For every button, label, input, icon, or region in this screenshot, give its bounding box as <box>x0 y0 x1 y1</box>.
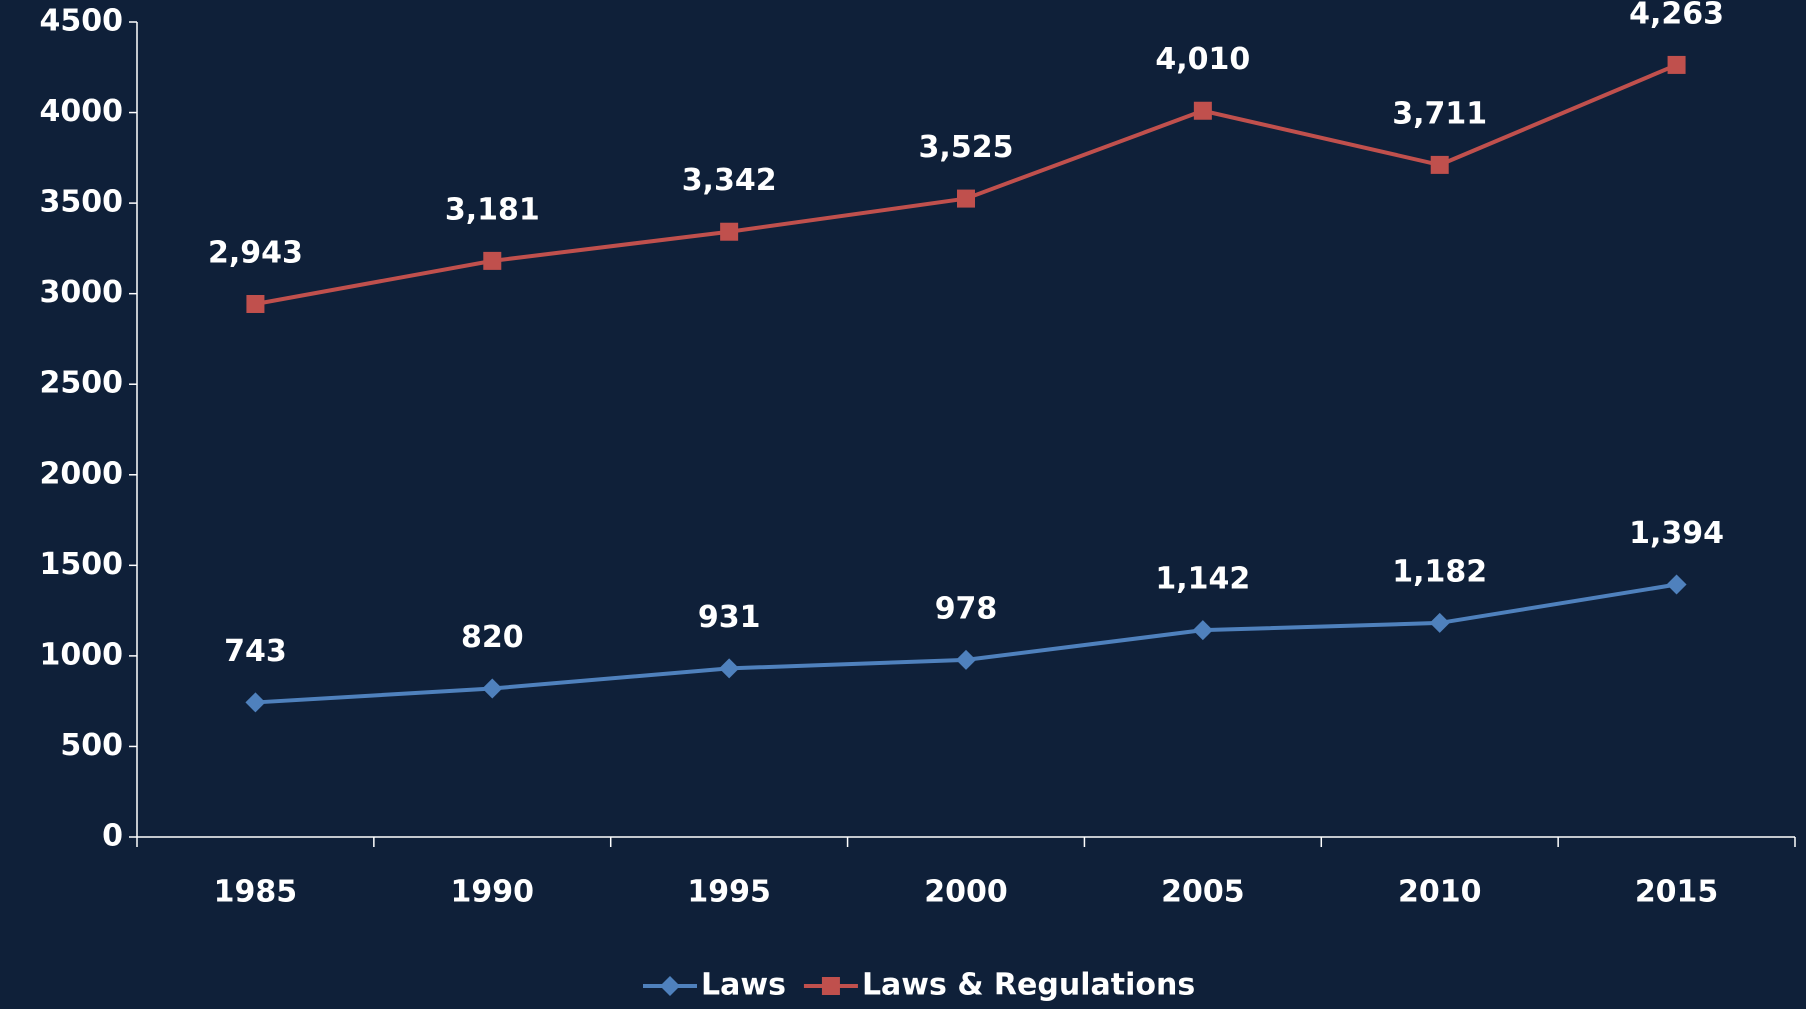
legend-label: Laws & Regulations <box>862 968 1195 1003</box>
x-tick-label: 1990 <box>451 875 535 910</box>
data-point <box>483 251 502 270</box>
data-label: 1,182 <box>1392 554 1487 589</box>
data-label: 4,010 <box>1155 42 1250 77</box>
data-point <box>246 294 265 313</box>
data-point <box>1429 612 1450 633</box>
data-point <box>957 189 975 208</box>
y-tick-label: 4500 <box>40 4 124 39</box>
data-point <box>1192 620 1213 641</box>
legend-marker <box>821 977 840 995</box>
data-point <box>1667 55 1686 74</box>
x-tick-label: 2000 <box>924 875 1008 910</box>
legend-marker <box>660 976 680 996</box>
y-tick-label: 3000 <box>40 275 124 310</box>
data-label: 978 <box>935 591 998 626</box>
data-label: 1,142 <box>1155 562 1250 597</box>
y-tick-label: 0 <box>102 819 123 854</box>
data-point <box>720 222 739 241</box>
data-point <box>482 678 503 699</box>
x-tick-label: 2005 <box>1161 875 1245 910</box>
data-point <box>1430 155 1449 174</box>
y-tick-label: 1500 <box>40 547 124 582</box>
data-label: 3,525 <box>919 130 1014 165</box>
data-label: 931 <box>698 600 761 635</box>
x-tick-label: 1995 <box>687 875 771 910</box>
data-label: 4,263 <box>1629 0 1724 31</box>
data-label: 820 <box>461 620 524 655</box>
data-point <box>719 658 740 679</box>
data-point <box>956 649 976 670</box>
x-tick-label: 2010 <box>1398 875 1482 910</box>
y-tick-label: 1000 <box>40 637 124 672</box>
data-label: 1,394 <box>1629 516 1724 551</box>
x-tick-label: 2015 <box>1635 875 1719 910</box>
data-label: 3,342 <box>682 163 777 198</box>
data-point <box>1193 101 1212 120</box>
legend-label: Laws <box>701 968 786 1003</box>
data-point <box>1666 574 1687 595</box>
data-point <box>245 692 266 713</box>
data-label: 2,943 <box>208 235 303 270</box>
y-tick-label: 3500 <box>40 185 124 220</box>
y-tick-label: 2500 <box>40 366 124 401</box>
data-label: 3,711 <box>1392 96 1487 131</box>
data-label: 3,181 <box>445 192 540 227</box>
x-tick-label: 1985 <box>214 875 298 910</box>
y-tick-label: 2000 <box>40 456 124 491</box>
data-label: 743 <box>224 634 287 669</box>
y-tick-label: 500 <box>60 728 123 763</box>
y-tick-label: 4000 <box>40 94 124 129</box>
